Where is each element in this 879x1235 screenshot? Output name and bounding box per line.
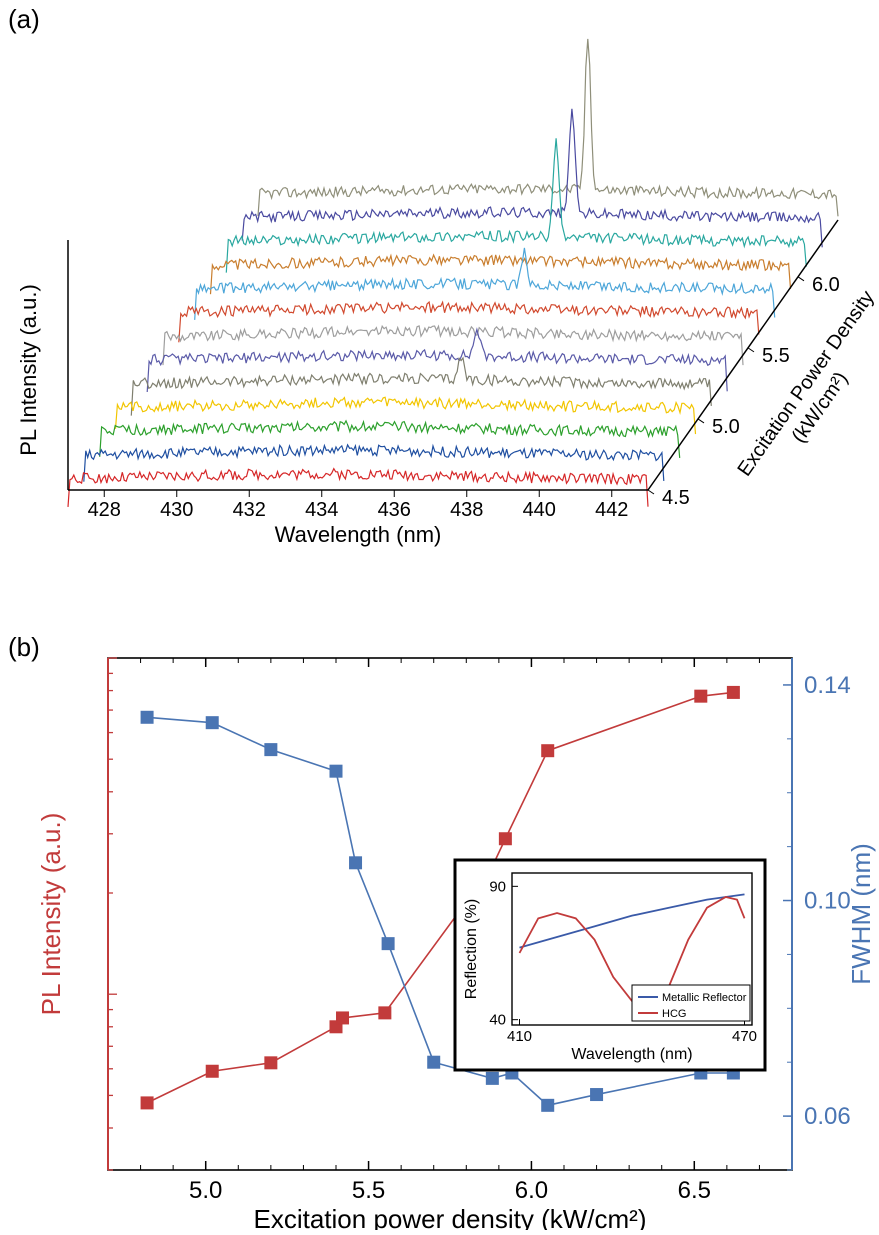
svg-text:436: 436 <box>378 499 411 521</box>
svg-text:470: 470 <box>732 1028 757 1045</box>
svg-text:410: 410 <box>507 1028 532 1045</box>
fwhm-marker <box>330 765 342 777</box>
svg-text:6.0: 6.0 <box>515 1177 548 1204</box>
svg-text:40: 40 <box>489 1012 506 1029</box>
fwhm-marker <box>265 744 277 756</box>
z-axis-label: Excitation Power Density <box>733 287 878 481</box>
pl-intensity-marker <box>499 833 511 845</box>
pl-intensity-marker <box>337 1012 349 1024</box>
page: (a) 428430432434436438440442Wavelength (… <box>0 0 879 1235</box>
svg-text:0.10: 0.10 <box>804 888 851 915</box>
fwhm-marker <box>486 1072 498 1084</box>
svg-text:6.5: 6.5 <box>678 1177 711 1204</box>
fwhm-marker <box>542 1099 554 1111</box>
svg-text:90: 90 <box>489 878 506 895</box>
pl-intensity-marker <box>695 690 707 702</box>
spectrum-series <box>258 39 838 216</box>
svg-text:0.06: 0.06 <box>804 1103 851 1130</box>
pl-intensity-marker <box>265 1057 277 1069</box>
pl-intensity-marker <box>542 745 554 757</box>
svg-text:5.5: 5.5 <box>762 345 790 367</box>
svg-text:438: 438 <box>450 499 483 521</box>
fwhm-marker <box>350 857 362 869</box>
right-axis-label: FWHM (nm) <box>846 843 876 985</box>
svg-text:0.14: 0.14 <box>804 672 851 699</box>
fwhm-marker <box>428 1056 440 1068</box>
svg-text:5.0: 5.0 <box>712 416 740 438</box>
inset-legend-label: Metallic Reflector <box>662 992 747 1004</box>
pl-intensity-marker <box>206 1065 218 1077</box>
svg-text:5.0: 5.0 <box>189 1177 222 1204</box>
x-axis-label: Wavelength (nm) <box>275 522 442 547</box>
spectrum-series <box>68 469 648 507</box>
fwhm-marker <box>591 1089 603 1101</box>
inset-legend-label: HCG <box>662 1008 686 1020</box>
inset-x-label: Wavelength (nm) <box>571 1046 692 1063</box>
fwhm-marker <box>141 711 153 723</box>
y-axis-label: PL Intensity (a.u.) <box>16 284 41 456</box>
svg-text:5.5: 5.5 <box>352 1177 385 1204</box>
spectrum-series <box>131 358 711 416</box>
svg-text:434: 434 <box>305 499 338 521</box>
spectrum-series <box>242 109 822 248</box>
pl-intensity-marker <box>727 686 739 698</box>
svg-text:430: 430 <box>160 499 193 521</box>
pl-intensity-marker <box>379 1007 391 1019</box>
left-axis-label: PL Intensity (a.u.) <box>36 813 66 1016</box>
svg-text:440: 440 <box>523 499 556 521</box>
inset-y-label: Reflection (%) <box>463 899 480 999</box>
svg-text:432: 432 <box>233 499 266 521</box>
spectrum-series <box>226 138 806 272</box>
pl-intensity-marker <box>141 1097 153 1109</box>
x-axis-label: Excitation power density (kW/cm²) <box>254 1204 647 1230</box>
panel-b-chart: 5.0 5.5 6.0 6.5 Excitation power density (kW… <box>0 630 879 1230</box>
panel-a-chart: 428 430 432 434 436 438 440 442 Wavelength (nm) P… <box>0 0 879 560</box>
svg-text:428: 428 <box>88 499 121 521</box>
fwhm-marker <box>382 938 394 950</box>
svg-text:442: 442 <box>595 499 628 521</box>
fwhm-marker <box>206 717 218 729</box>
svg-text:6.0: 6.0 <box>812 274 840 296</box>
svg-text:4.5: 4.5 <box>662 487 690 509</box>
